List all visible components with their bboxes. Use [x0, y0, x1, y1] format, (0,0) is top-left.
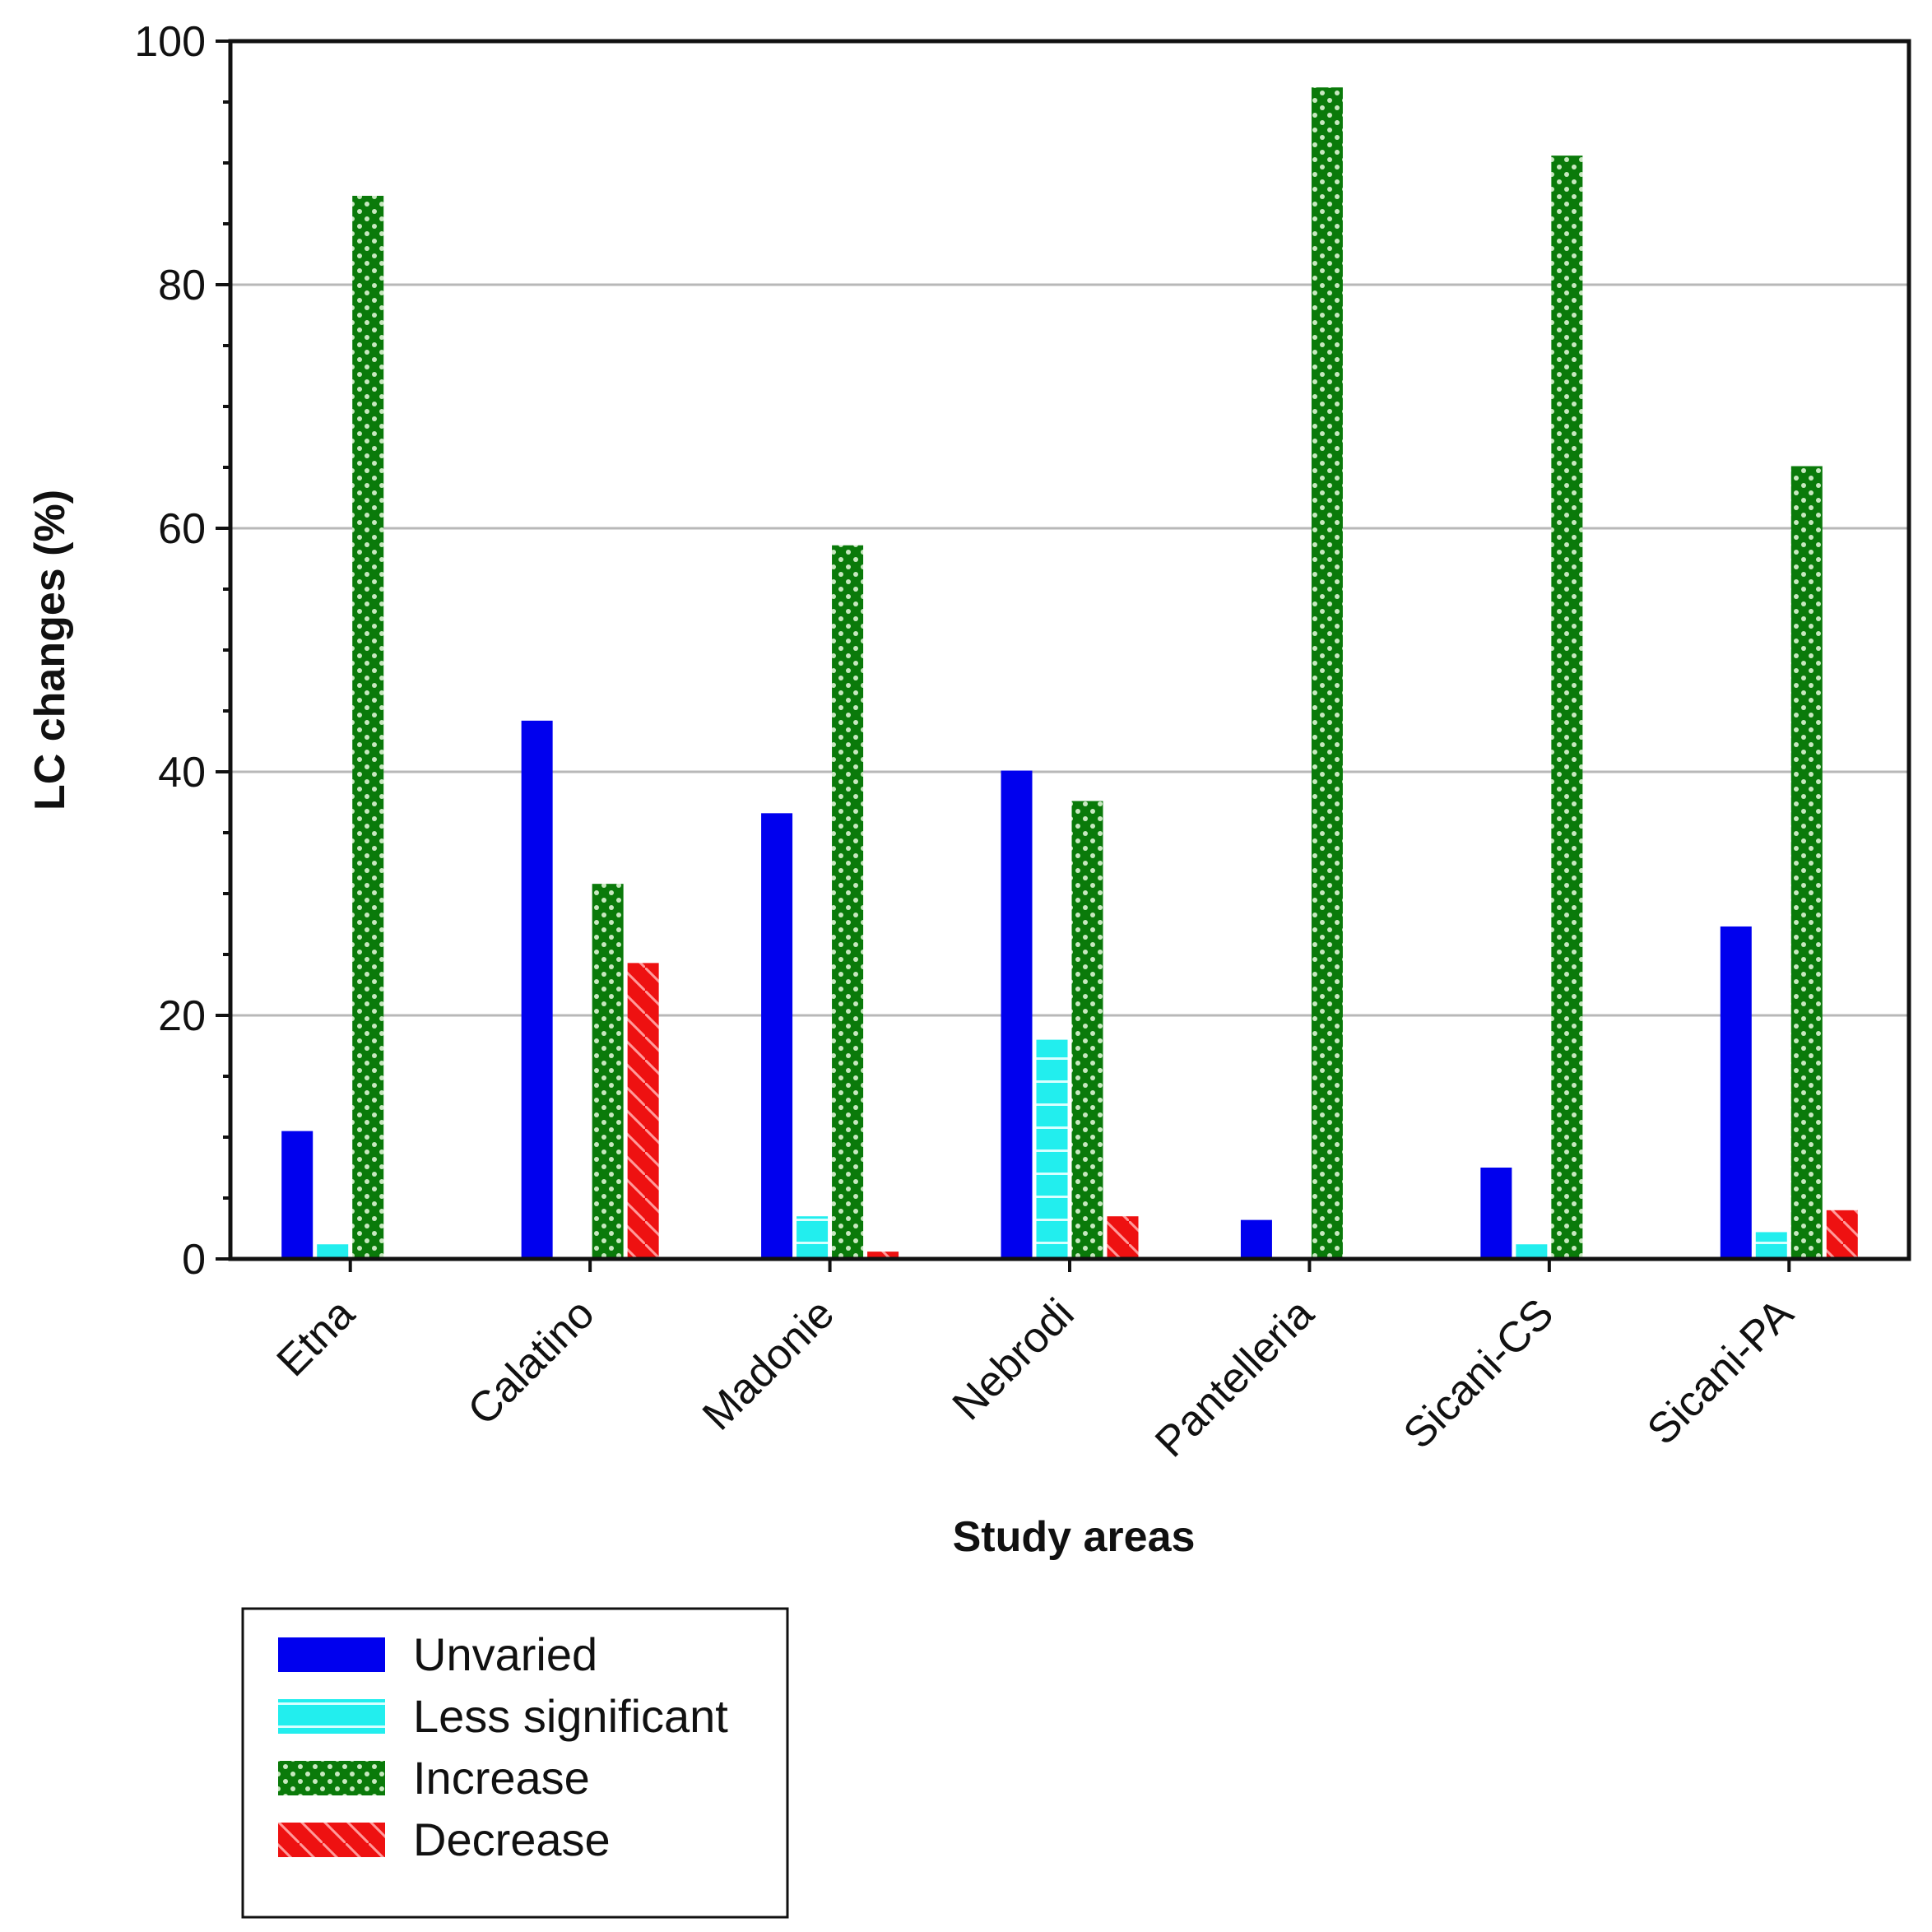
- legend-swatch-decrease: [278, 1823, 385, 1857]
- x-tick-label: Nebrodi: [944, 1289, 1084, 1429]
- bar-increase-sicani-pa: [1790, 466, 1823, 1259]
- x-tick-label: Madonie: [694, 1289, 843, 1439]
- x-tick-label: Etna: [268, 1289, 365, 1386]
- bar-unvaried-pantelleria: [1240, 1219, 1272, 1259]
- bars: [281, 87, 1858, 1260]
- legend-label-decrease: Decrease: [413, 1814, 611, 1865]
- bar-decrease-calatino: [627, 963, 659, 1259]
- bar-less-significant-etna: [317, 1244, 349, 1259]
- bar-increase-sicani-cs: [1551, 156, 1583, 1259]
- x-tick-label: Sicani-CS: [1395, 1289, 1563, 1457]
- gridlines: [230, 283, 1909, 1017]
- bar-increase-madonie: [832, 545, 864, 1259]
- legend-swatch-unvaried: [278, 1637, 385, 1672]
- y-axis-title: LC changes (%): [26, 490, 74, 810]
- y-tick-label: 80: [158, 262, 206, 309]
- bar-unvaried-calatino: [521, 720, 553, 1259]
- bar-decrease-madonie: [867, 1252, 899, 1259]
- bar-decrease-sicani-pa: [1826, 1210, 1858, 1259]
- legend-swatch-less-significant: [278, 1699, 385, 1734]
- legend-label-unvaried: Unvaried: [413, 1628, 597, 1680]
- x-tick-label: Pantelleria: [1146, 1289, 1323, 1466]
- bar-decrease-nebrodi: [1107, 1216, 1139, 1259]
- bar-increase-pantelleria: [1311, 87, 1343, 1260]
- bar-unvaried-nebrodi: [1001, 770, 1033, 1259]
- x-axis: Etna Calatino Madonie Nebrodi Pantelleria Sic…: [268, 1259, 1803, 1466]
- plot-frame: [228, 39, 1911, 1261]
- legend-label-less-significant: Less significant: [413, 1690, 728, 1742]
- legend: Unvaried Less significant Increase Decrease: [241, 1607, 789, 1919]
- bar-less-significant-madonie: [796, 1216, 829, 1259]
- x-tick-label: Calatino: [459, 1289, 604, 1434]
- x-axis-title: Study areas: [953, 1513, 1196, 1561]
- y-tick-label: 40: [158, 749, 206, 796]
- legend-swatch-increase: [278, 1761, 385, 1795]
- bar-increase-nebrodi: [1071, 801, 1103, 1259]
- legend-label-increase: Increase: [413, 1752, 590, 1804]
- bar-unvaried-sicani-cs: [1480, 1168, 1512, 1259]
- bar-less-significant-sicani-pa: [1755, 1232, 1787, 1259]
- y-tick-label: 60: [158, 505, 206, 553]
- y-axis: 0 20 40 60 80 100: [134, 18, 230, 1284]
- x-tick-label: Sicani-PA: [1638, 1289, 1803, 1454]
- bar-less-significant-nebrodi: [1036, 1039, 1068, 1259]
- y-tick-label: 20: [158, 992, 206, 1040]
- bar-increase-calatino: [592, 884, 624, 1259]
- bar-less-significant-sicani-cs: [1516, 1244, 1548, 1259]
- bar-unvaried-madonie: [761, 813, 793, 1259]
- bar-increase-etna: [352, 195, 384, 1260]
- y-tick-label: 100: [134, 18, 206, 66]
- bar-unvaried-etna: [281, 1131, 313, 1259]
- y-tick-label: 0: [182, 1236, 206, 1284]
- bar-unvaried-sicani-pa: [1720, 926, 1752, 1259]
